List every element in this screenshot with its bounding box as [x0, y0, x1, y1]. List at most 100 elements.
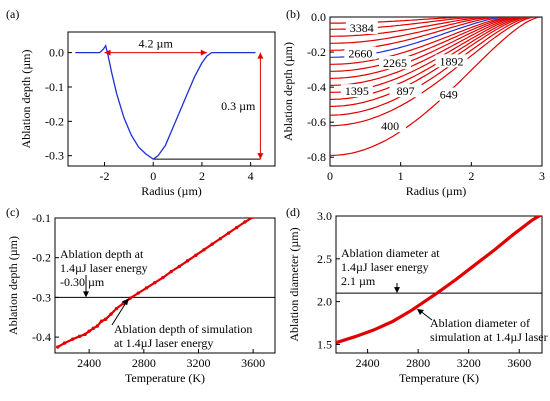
panel-c-data-point	[91, 326, 95, 331]
contour-line-unlabeled-8	[330, 17, 514, 72]
arrowhead-down	[257, 153, 264, 160]
panel-d-annotation-line: Ablation diameter at	[341, 246, 440, 260]
panel-c-xtick-label: 2400	[77, 356, 101, 370]
panel-c-data-point	[169, 269, 173, 274]
panel-c-label: (c)	[6, 205, 19, 219]
panel-c-data-point	[71, 337, 75, 341]
panel-c-data-point	[218, 236, 223, 241]
panel-c-data-point	[136, 291, 141, 295]
panel-c-annotation-line: -0.30 µm	[60, 275, 105, 289]
panel-c-data-point	[235, 225, 239, 230]
arrowhead-left	[104, 49, 111, 56]
pointer-arrowhead	[122, 298, 129, 306]
panel-d-xtick-label: 3600	[507, 356, 531, 370]
pointer-arrowhead	[83, 291, 89, 298]
panel-d-annotation-line: Ablation diameter of	[430, 316, 530, 330]
panel-c-data-point	[251, 218, 255, 219]
panel-c-annotation-line: at 1.4µJ laser energy	[114, 336, 213, 350]
contour-line-400	[330, 17, 541, 157]
panel-b-xtick-label: 3	[539, 169, 545, 183]
panel-c-annotation-line: 1.4µJ laser energy	[60, 261, 148, 275]
panel-b-ytick-label: -0.6	[307, 115, 326, 129]
panel-d-ytick-label: 2.0	[317, 295, 332, 309]
panel-d-ytick-label: 1.5	[317, 337, 332, 351]
panel-c-data-point	[226, 231, 231, 235]
panel-c-annotation-line: Ablation depth at	[60, 247, 144, 261]
panel-c-data-point	[161, 275, 165, 280]
panel-c-data-point	[83, 332, 87, 337]
panel-c-data-point	[128, 296, 132, 300]
panel-a-xtick-label: 0	[150, 169, 156, 183]
panel-b-label: (b)	[286, 7, 300, 21]
panel-a-frame	[67, 31, 276, 167]
panel-b-ytick-label: 0.0	[311, 10, 326, 24]
panel-b-ytick-label: -0.2	[307, 45, 326, 59]
panel-c-ytick-label: -0.1	[32, 211, 51, 225]
panel-a-ytick-label: -0.1	[45, 80, 64, 94]
panel-c-data-point	[144, 286, 149, 290]
panel-d-series-line	[336, 216, 542, 345]
depth-annotation: 0.3 µm	[221, 99, 256, 113]
panel-b-xtick-label: 0	[327, 169, 333, 183]
width-annotation: 4.2 µm	[139, 37, 174, 51]
panel-d-label: (d)	[286, 205, 300, 219]
contour-label-bg	[379, 56, 412, 70]
panel-c-data-point	[109, 312, 113, 316]
panel-c-data-point	[103, 317, 108, 321]
panel-c-ytick-label: -0.3	[32, 290, 51, 304]
panel-c-data-point	[194, 253, 198, 258]
panel-a-ytick-label: 0.0	[49, 46, 64, 60]
contour-label-bg	[340, 84, 373, 98]
panel-c-data-point	[243, 220, 247, 224]
panel-a-ylabel: Ablation depth (µm)	[19, 50, 33, 149]
panel-c-data-point	[99, 319, 104, 323]
arrowhead-right	[200, 49, 207, 56]
panel-c-data-point	[56, 345, 60, 349]
panel-c-xtick-label: 3200	[186, 356, 210, 370]
contour-label: 649	[440, 88, 458, 102]
panel-b-ytick-label: -0.8	[307, 150, 326, 164]
panel-d-ytick-label: 3.0	[317, 209, 332, 223]
contour-label: 1395	[345, 84, 369, 98]
panel-c-ytick-label: -0.2	[32, 251, 51, 265]
contour-line-1892	[330, 17, 517, 79]
contour-line-649	[330, 17, 535, 127]
panel-c-data-point	[185, 259, 190, 263]
panel-d-annotation-line: 1.4µJ laser energy	[341, 260, 429, 274]
contour-line-unlabeled-12	[330, 17, 494, 44]
panel-c-annotation-line: Ablation depth of simulation	[114, 322, 252, 336]
contour-label-bg	[435, 54, 468, 68]
contour-label-bg	[344, 46, 377, 60]
panel-a-xtick-label: 2	[199, 169, 205, 183]
contour-label-bg	[345, 21, 378, 35]
panel-d-annotation-line: simulation at 1.4µJ laser energy	[430, 330, 550, 344]
panel-c-frame	[54, 217, 276, 354]
contour-label-bg	[389, 84, 422, 98]
panel-c-data-point	[62, 341, 67, 345]
panel-c-data-point	[153, 281, 157, 285]
panel-c-data-point	[77, 334, 82, 339]
panel-c-xlabel: Temperature (K)	[125, 371, 205, 385]
panel-a-ytick-label: -0.2	[45, 114, 64, 128]
contour-line-897	[330, 17, 528, 108]
panel-b-ytick-label: -0.4	[307, 80, 326, 94]
panel-d-xlabel: Temperature (K)	[399, 371, 479, 385]
panel-c-data-point	[114, 306, 119, 311]
panel-a-xtick-label: -2	[100, 169, 110, 183]
panel-b-frame	[329, 16, 543, 167]
contour-line-2265	[330, 17, 511, 65]
panel-b-xlabel: Radius (µm)	[406, 184, 467, 198]
panel-b-xtick-label: 1	[398, 169, 404, 183]
panel-d-frame	[335, 215, 543, 354]
panel-c-data-point	[210, 242, 214, 246]
panel-d-xtick-label: 3200	[457, 356, 481, 370]
panel-c-data-point	[95, 324, 100, 328]
contour-line-unlabeled-2	[330, 17, 532, 116]
panel-d-xtick-label: 2400	[356, 356, 380, 370]
panel-c-xtick-label: 3600	[241, 356, 265, 370]
contour-line-unlabeled-6	[330, 17, 520, 86]
panel-a-label: (a)	[6, 7, 19, 21]
panel-a-series-line	[75, 44, 256, 160]
panel-b-ylabel: Ablation depth (µm)	[281, 42, 295, 141]
